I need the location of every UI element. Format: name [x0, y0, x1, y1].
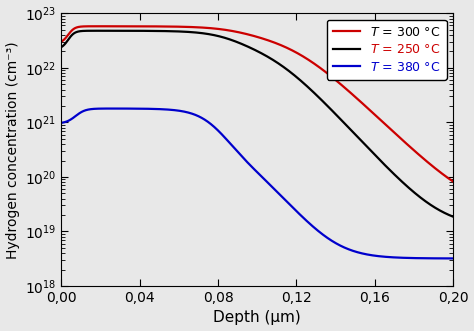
$T$ = 380 °C — [313, 227, 319, 231]
$T$ = 250 °C — [351, 131, 356, 135]
$T$ = 250 °C — [450, 215, 456, 219]
$T$ = 250 °C — [381, 162, 386, 166]
$T$ = 300 °C — [294, 51, 300, 55]
Legend: $T$ = 300 °C, $T$ = 250 °C, $T$ = 380 °C: $T$ = 300 °C, $T$ = 250 °C, $T$ = 380 °C — [327, 20, 447, 80]
X-axis label: Depth (μm): Depth (μm) — [213, 310, 301, 325]
Line: $T$ = 300 °C: $T$ = 300 °C — [62, 26, 453, 181]
Y-axis label: Hydrogen concentration (cm⁻³): Hydrogen concentration (cm⁻³) — [6, 41, 19, 259]
$T$ = 380 °C — [351, 249, 356, 253]
$T$ = 380 °C — [59, 121, 64, 125]
$T$ = 300 °C — [351, 94, 356, 98]
$T$ = 300 °C — [313, 63, 319, 67]
$T$ = 300 °C — [450, 179, 456, 183]
$T$ = 250 °C — [95, 29, 101, 33]
Line: $T$ = 380 °C: $T$ = 380 °C — [62, 109, 453, 259]
Line: $T$ = 250 °C: $T$ = 250 °C — [62, 31, 453, 217]
$T$ = 300 °C — [381, 121, 386, 125]
$T$ = 250 °C — [59, 45, 64, 49]
$T$ = 250 °C — [209, 32, 214, 36]
$T$ = 380 °C — [130, 107, 136, 111]
$T$ = 380 °C — [209, 122, 214, 126]
$T$ = 300 °C — [96, 24, 101, 28]
$T$ = 250 °C — [130, 29, 136, 33]
$T$ = 300 °C — [59, 39, 64, 43]
$T$ = 250 °C — [313, 93, 319, 97]
$T$ = 380 °C — [450, 257, 456, 260]
$T$ = 380 °C — [294, 209, 300, 213]
$T$ = 300 °C — [130, 24, 136, 28]
$T$ = 250 °C — [294, 75, 300, 79]
$T$ = 300 °C — [209, 26, 214, 30]
$T$ = 380 °C — [109, 107, 115, 111]
$T$ = 380 °C — [381, 255, 386, 259]
